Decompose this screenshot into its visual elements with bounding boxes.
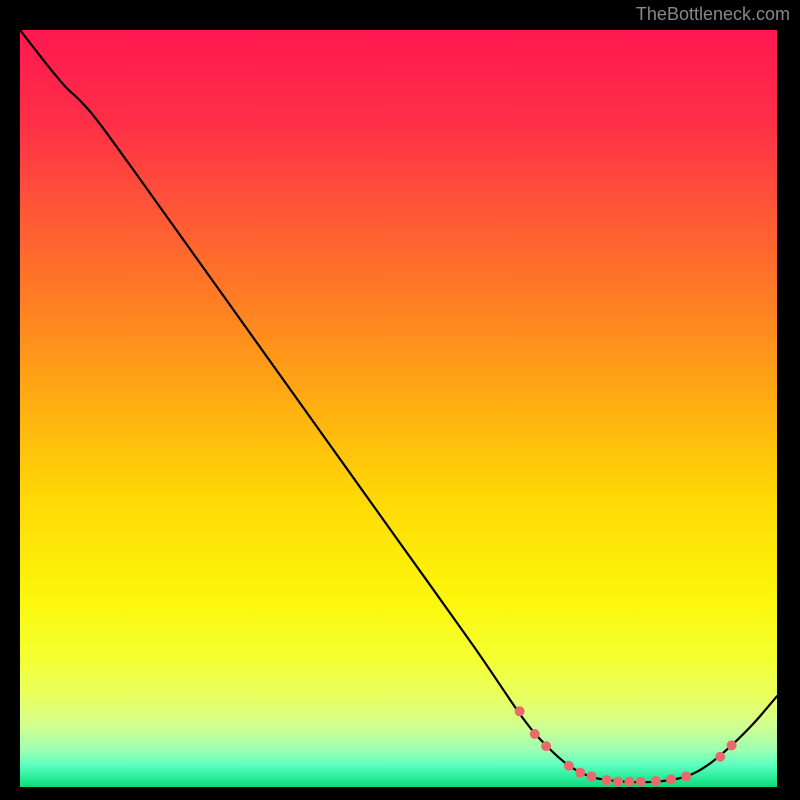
curve-marker [681,771,691,781]
curve-marker [666,774,676,784]
curve-marker [651,776,661,786]
chart-container: { "watermark": "TheBottleneck.com", "cha… [0,0,800,800]
curve-marker [636,777,646,787]
gradient-background [20,30,777,787]
curve-marker [613,777,623,787]
curve-marker [515,706,525,716]
curve-marker [575,768,585,778]
curve-marker [587,771,597,781]
curve-marker [602,775,612,785]
curve-marker [530,729,540,739]
bottleneck-chart [0,0,800,800]
curve-marker [564,761,574,771]
curve-marker [727,740,737,750]
watermark-text: TheBottleneck.com [636,4,790,25]
curve-marker [624,777,634,787]
curve-marker [541,741,551,751]
curve-marker [715,752,725,762]
